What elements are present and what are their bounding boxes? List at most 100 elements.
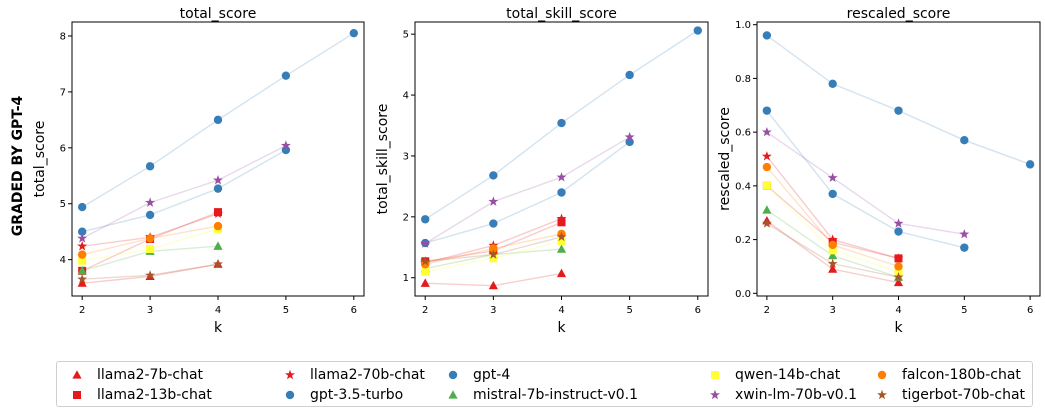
data-point-llama2-70b-chat	[827, 234, 838, 244]
data-point-llama2-13b-chat	[557, 218, 566, 227]
legend-marker-falcon-180b-chat	[877, 370, 887, 380]
data-point-falcon-180b-chat	[145, 234, 155, 243]
data-point-gpt-4	[489, 171, 498, 180]
legend-label: mistral-7b-instruct-v0.1	[473, 387, 639, 403]
legend-marker-mistral-7b-instruct-v0-1	[448, 390, 458, 399]
data-point-tigerbot-70b-chat	[827, 258, 838, 268]
data-point-tigerbot-70b-chat	[213, 258, 223, 269]
data-point-gpt-4	[828, 79, 837, 88]
data-point-xwin-lm-70b-v0-1	[893, 218, 904, 228]
legend-marker-xwin-lm-70b-v0-1	[710, 389, 720, 400]
data-point-xwin-lm-70b-v0-1	[420, 238, 431, 248]
star-marker-icon	[285, 369, 295, 380]
legend-entry-qwen-14b-chat: qwen-14b-chat	[707, 366, 840, 384]
y-tick-label: 1	[403, 273, 409, 284]
data-point-mistral-7b-instruct-v0-1	[556, 244, 567, 253]
x-tick-label: 4	[215, 305, 221, 316]
data-point-gpt-3-5-turbo	[145, 210, 155, 220]
data-point-falcon-180b-chat	[489, 244, 498, 253]
legend-marker-gpt-4	[448, 370, 458, 380]
side-label: GRADED BY GPT-4	[10, 95, 26, 236]
legend-marker-llama2-70b-chat	[285, 369, 295, 380]
data-point-tigerbot-70b-chat	[77, 274, 88, 284]
data-point-gpt-3-5-turbo	[557, 188, 566, 197]
legend-label: llama2-13b-chat	[97, 387, 212, 403]
legend-entry-llama2-7b-chat: llama2-7b-chat	[69, 366, 203, 384]
y-tick-label: 0.2	[735, 235, 751, 246]
data-point-xwin-lm-70b-v0-1	[827, 172, 838, 183]
legend-entry-gpt-3-5-turbo: gpt-3.5-turbo	[282, 386, 403, 404]
data-point-falcon-180b-chat	[762, 162, 772, 172]
data-point-gpt-3-5-turbo	[489, 219, 498, 228]
y-tick-label: 3	[403, 151, 409, 162]
data-point-falcon-180b-chat	[213, 221, 223, 231]
x-tick-label: 2	[764, 305, 770, 316]
series-line-gpt-4	[766, 34, 1031, 166]
legend-label: llama2-70b-chat	[310, 367, 425, 383]
legend-marker-gpt-3-5-turbo	[285, 390, 295, 400]
data-point-llama2-7b-chat	[556, 268, 567, 278]
data-point-llama2-70b-chat	[893, 253, 904, 263]
x-tick-label: 2	[422, 305, 428, 316]
legend: llama2-7b-chat llama2-70b-chat gpt-4 qwen-1…	[56, 361, 1033, 407]
triangle-marker-icon	[448, 390, 458, 399]
data-point-llama2-7b-chat	[893, 277, 904, 287]
y-axis-label: total_skill_score	[375, 104, 391, 215]
legend-entry-falcon-180b-chat: falcon-180b-chat	[874, 366, 1021, 384]
x-tick-label: 3	[829, 305, 835, 316]
data-point-gpt-4	[960, 135, 969, 145]
x-tick-label: 4	[895, 305, 901, 316]
data-point-gpt-3-5-turbo	[894, 227, 903, 236]
data-point-xwin-lm-70b-v0-1	[624, 131, 635, 142]
data-point-falcon-180b-chat	[77, 250, 87, 259]
legend-entry-gpt-4: gpt-4	[445, 366, 510, 384]
data-point-gpt-4	[1025, 160, 1035, 169]
y-tick-label: 5	[60, 199, 66, 210]
x-tick-label: 3	[147, 305, 153, 316]
x-tick-label: 6	[351, 305, 357, 316]
data-point-mistral-7b-instruct-v0-1	[762, 205, 772, 214]
data-point-tigerbot-70b-chat	[488, 249, 499, 259]
x-tick-label: 6	[695, 305, 701, 316]
data-point-gpt-4	[894, 106, 903, 115]
data-point-llama2-70b-chat	[761, 151, 772, 161]
data-point-gpt-4	[145, 162, 155, 171]
data-point-falcon-180b-chat	[421, 260, 430, 269]
data-point-llama2-70b-chat	[213, 208, 223, 219]
data-point-mistral-7b-instruct-v0-1	[213, 241, 223, 250]
panel-title: total_skill_score	[506, 6, 617, 22]
data-point-mistral-7b-instruct-v0-1	[828, 250, 838, 260]
y-tick-label: 0.8	[735, 74, 751, 85]
data-point-gpt-3-5-turbo	[960, 243, 969, 252]
data-point-qwen-14b-chat	[557, 237, 566, 246]
data-point-tigerbot-70b-chat	[893, 272, 904, 282]
legend-marker-llama2-13b-chat	[73, 391, 81, 399]
y-tick-label: 5	[403, 30, 409, 41]
data-point-gpt-4	[281, 71, 291, 80]
legend-label: gpt-4	[473, 367, 511, 383]
data-point-llama2-7b-chat	[488, 280, 498, 290]
circle-marker-icon	[448, 370, 458, 380]
data-point-xwin-lm-70b-v0-1	[213, 175, 223, 185]
y-tick-label: 8	[60, 31, 66, 42]
legend-label: llama2-7b-chat	[97, 367, 204, 383]
y-tick-label: 0.0	[735, 289, 751, 300]
series-line-xwin-lm-70b-v0-1	[81, 144, 287, 240]
data-point-gpt-4	[557, 118, 566, 128]
data-point-qwen-14b-chat	[421, 267, 430, 276]
data-point-gpt-4	[349, 28, 359, 38]
series-line-xwin-lm-70b-v0-1	[766, 131, 965, 235]
data-point-qwen-14b-chat	[762, 181, 771, 190]
x-tick-label: 5	[283, 305, 289, 316]
data-point-xwin-lm-70b-v0-1	[959, 229, 970, 239]
legend-entry-tigerbot-70b-chat: tigerbot-70b-chat	[874, 386, 1025, 404]
data-point-gpt-4	[625, 70, 634, 80]
y-tick-label: 7	[60, 87, 66, 98]
y-axis-label: rescaled_score	[717, 107, 733, 211]
data-point-tigerbot-70b-chat	[420, 256, 431, 266]
x-tick-label: 2	[79, 305, 85, 316]
data-point-gpt-3-5-turbo	[213, 184, 223, 193]
